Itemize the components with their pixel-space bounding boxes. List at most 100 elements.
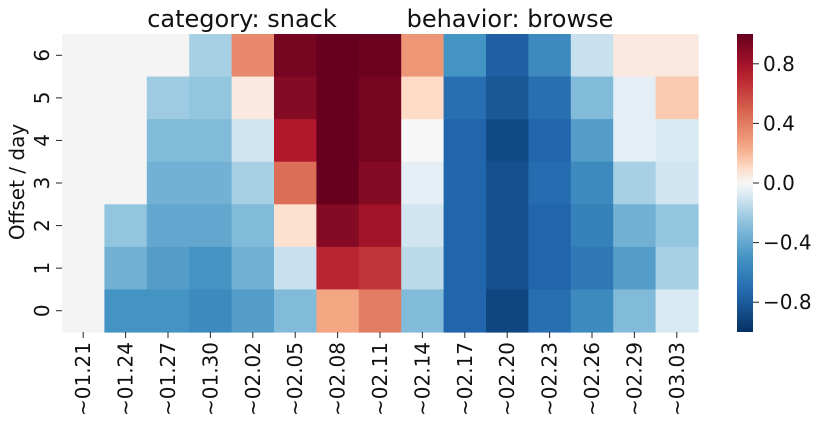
y-tick-label: 1 — [30, 262, 54, 275]
heatmap-cell — [655, 76, 699, 120]
heatmap-cell — [316, 161, 360, 205]
heatmap-cell — [62, 246, 105, 291]
heatmap-cell — [486, 76, 529, 120]
heatmap-cell — [316, 289, 360, 333]
heatmap-cell — [274, 204, 317, 248]
heatmap-cell — [189, 76, 233, 120]
heatmap-cell — [274, 161, 317, 205]
x-tick-label: ~01.24 — [114, 342, 138, 416]
heatmap-cell — [486, 204, 529, 248]
y-tick-label: 6 — [30, 49, 54, 62]
heatmap-cell — [189, 246, 233, 291]
heatmap-cell — [570, 34, 614, 78]
heatmap-cell — [528, 161, 572, 205]
heatmap-cell — [443, 204, 487, 248]
heatmap-cell — [570, 161, 614, 205]
heatmap-cell — [655, 289, 699, 333]
y-tick-label: 5 — [30, 91, 54, 104]
x-tick-label: ~02.20 — [495, 342, 519, 416]
heatmap-cell — [528, 76, 572, 120]
heatmap-cell — [62, 76, 105, 120]
heatmap-cell — [486, 246, 529, 291]
heatmap-cell — [528, 119, 572, 163]
colorbar-tick-label: 0.8 — [763, 52, 795, 76]
heatmap-cell — [401, 76, 445, 120]
heatmap-cell — [62, 204, 105, 248]
heatmap-cell — [146, 34, 190, 78]
heatmap-cell — [655, 246, 699, 291]
heatmap-cell — [62, 34, 105, 78]
heatmap-cell — [528, 204, 572, 248]
heatmap-cell — [146, 119, 190, 163]
heatmap-cell — [231, 76, 275, 120]
heatmap-cell — [62, 161, 105, 205]
heatmap-cell — [104, 246, 148, 291]
heatmap-cell — [358, 34, 402, 78]
heatmap-cell — [570, 204, 614, 248]
heatmap-cell — [528, 246, 572, 291]
heatmap-cell — [231, 204, 275, 248]
heatmap-cell — [274, 289, 317, 333]
x-tick-label: ~02.11 — [368, 342, 392, 416]
heatmap-cell — [570, 246, 614, 291]
heatmap-cell — [401, 289, 445, 333]
heatmap-cell — [146, 76, 190, 120]
heatmap-cell — [231, 34, 275, 78]
y-axis-ticks: 6 5 4 3 2 1 0 — [30, 49, 62, 317]
heatmap-cell — [358, 289, 402, 333]
heatmap-cell — [189, 34, 233, 78]
heatmap-cell — [358, 76, 402, 120]
heatmap-cell — [104, 161, 148, 205]
heatmap-cell — [189, 119, 233, 163]
x-tick-label: ~01.27 — [156, 342, 180, 416]
heatmap-cell — [655, 204, 699, 248]
heatmap-cell — [274, 246, 317, 291]
heatmap-cell — [231, 161, 275, 205]
heatmap-cell — [358, 161, 402, 205]
heatmap-cell — [189, 161, 233, 205]
heatmap-cell — [231, 246, 275, 291]
heatmap-cell — [401, 119, 445, 163]
y-axis-label: Offset / day — [5, 124, 29, 240]
heatmap-cell — [189, 289, 233, 333]
heatmap-cell — [274, 76, 317, 120]
heatmap-cell — [613, 76, 657, 120]
x-tick-label: ~02.17 — [453, 342, 477, 416]
heatmap-cell — [358, 204, 402, 248]
heatmap-cell — [316, 204, 360, 248]
heatmap-cell — [443, 161, 487, 205]
heatmap-cells — [62, 34, 699, 333]
colorbar-tick-label: −0.8 — [763, 290, 812, 314]
heatmap-cell — [655, 161, 699, 205]
chart-title-right: behavior: browse — [407, 5, 614, 33]
heatmap-cell — [443, 246, 487, 291]
heatmap-cell — [443, 34, 487, 78]
x-tick-label: ~02.14 — [410, 342, 434, 416]
heatmap-cell — [486, 119, 529, 163]
heatmap-cell — [274, 34, 317, 78]
heatmap-cell — [316, 119, 360, 163]
heatmap-cell — [146, 246, 190, 291]
heatmap-cell — [316, 246, 360, 291]
colorbar-tick-label: −0.4 — [763, 231, 812, 255]
heatmap-cell — [104, 76, 148, 120]
x-axis-ticks: ~01.21 ~01.24 ~01.27 ~01.30 ~02.02 ~02.05 ~02.… — [71, 332, 689, 416]
heatmap-cell — [401, 161, 445, 205]
heatmap-cell — [655, 34, 699, 78]
heatmap-cell — [104, 289, 148, 333]
heatmap-cell — [104, 119, 148, 163]
heatmap-cell — [613, 204, 657, 248]
heatmap-cell — [146, 204, 190, 248]
heatmap-cell — [570, 76, 614, 120]
heatmap-cell — [401, 34, 445, 78]
heatmap-cell — [146, 289, 190, 333]
heatmap-cell — [146, 161, 190, 205]
x-tick-label: ~02.26 — [580, 342, 604, 416]
x-tick-label: ~01.30 — [198, 342, 222, 416]
heatmap-cell — [486, 289, 529, 333]
y-tick-label: 4 — [30, 134, 54, 147]
y-tick-label: 3 — [30, 177, 54, 190]
heatmap-cell — [443, 289, 487, 333]
heatmap-cell — [358, 246, 402, 291]
heatmap-cell — [401, 246, 445, 291]
